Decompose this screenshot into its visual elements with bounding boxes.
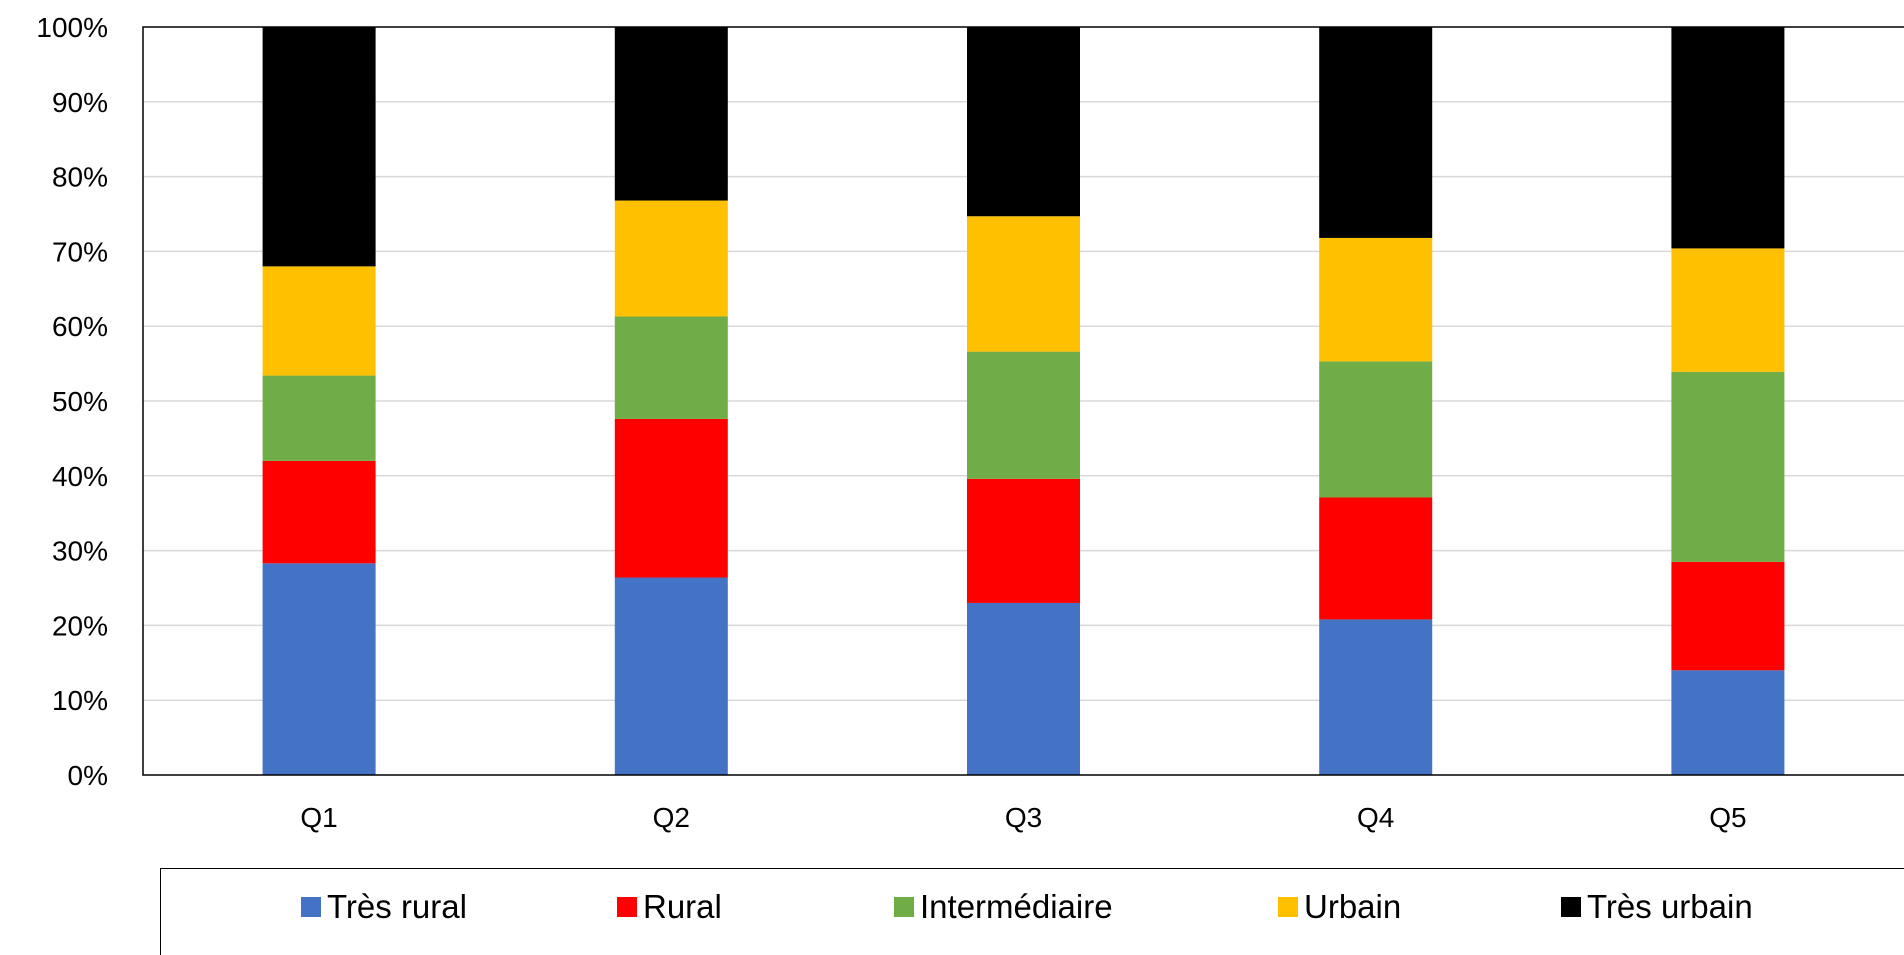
bar-segment-q4-series-5 [1319,27,1433,238]
x-tick-label: Q1 [300,802,337,833]
legend-item: Très urbain [1561,887,1753,927]
x-tick-label: Q5 [1709,802,1746,833]
legend-label: Urbain [1304,888,1402,925]
x-tick-label: Q2 [653,802,690,833]
y-tick-label: 60% [52,311,108,342]
bar-segment-q2-series-1 [614,577,728,775]
bar-segment-q1-series-5 [262,27,376,267]
bar-segment-q2-series-2 [614,418,728,578]
bar-segment-q4-series-2 [1319,497,1433,620]
y-tick-label: 50% [52,386,108,417]
bar-segment-q5-series-3 [1671,371,1785,562]
y-tick-label: 90% [52,87,108,118]
bar-segment-q5-series-5 [1671,27,1785,249]
bar-segment-q5-series-2 [1671,561,1785,671]
y-tick-label: 10% [52,685,108,716]
legend-item: Rural [617,887,722,927]
bar-segment-q2-series-3 [614,316,728,419]
legend: Très rural Rural Intermédiaire Urbain Très u… [160,868,1904,955]
x-tick-label: Q4 [1357,802,1394,833]
legend-swatch [301,897,321,917]
legend-swatch [617,897,637,917]
y-tick-label: 70% [52,236,108,267]
bar-segment-q3-series-5 [967,27,1080,217]
bar-segment-q2-series-5 [614,27,728,201]
bar-segment-q1-series-2 [262,460,376,564]
y-tick-label: 100% [36,12,108,43]
y-axis-ticks: 0% 10% 20% 30% 40% 50% 60% 70% 80% 90% 100% [36,12,108,791]
legend-item: Très rural [301,887,467,927]
x-tick-label: Q3 [1005,802,1042,833]
x-axis-ticks: Q1 Q2 Q3 Q4 Q5 [300,802,1746,833]
bar-segment-q3-series-1 [967,602,1080,775]
bar-segment-q1-series-1 [262,563,376,775]
bar-segment-q1-series-4 [262,266,376,376]
legend-label: Rural [643,888,722,925]
bar-segment-q3-series-2 [967,478,1080,603]
bar-segment-q4-series-1 [1319,619,1433,775]
bar-segment-q4-series-3 [1319,361,1433,498]
legend-label: Intermédiaire [920,888,1113,925]
legend-swatch [894,897,914,917]
bars [262,27,1785,775]
bar-segment-q5-series-1 [1671,670,1785,775]
legend-swatch [1561,897,1581,917]
bar-segment-q5-series-4 [1671,248,1785,372]
bar-segment-q3-series-4 [967,216,1080,352]
bar-segment-q4-series-4 [1319,237,1433,362]
y-tick-label: 30% [52,536,108,567]
legend-label: Très rural [327,888,467,925]
legend-swatch [1278,897,1298,917]
y-tick-label: 40% [52,461,108,492]
plot-area-border [142,26,1904,776]
bar-segment-q3-series-3 [967,351,1080,479]
bar-segment-q1-series-3 [262,375,376,461]
y-tick-label: 0% [68,760,108,791]
legend-item: Urbain [1278,887,1401,927]
y-tick-label: 20% [52,610,108,641]
y-tick-label: 80% [52,162,108,193]
legend-item: Intermédiaire [894,887,1113,927]
bar-segment-q2-series-4 [614,200,728,317]
legend-label: Très urbain [1587,888,1753,925]
